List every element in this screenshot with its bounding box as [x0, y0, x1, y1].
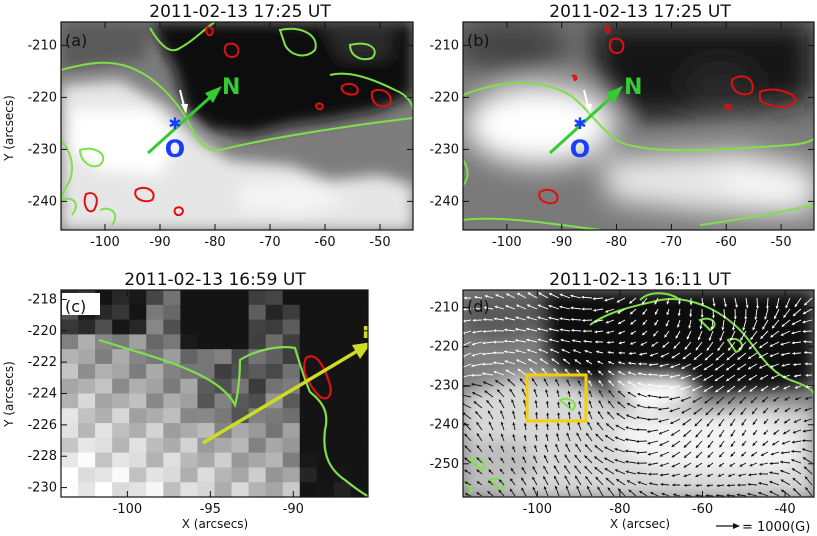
- panel-a-xtick-label: -60: [314, 235, 335, 250]
- panel-a-xtick-label: -90: [149, 235, 170, 250]
- panel-a-xtick-label: -70: [259, 235, 280, 250]
- panel-d-magnetogram: [463, 290, 814, 497]
- panel-b-xtick-label: -70: [661, 235, 682, 250]
- panel-a-o-label: O: [165, 135, 185, 163]
- panel-a-magnetogram: [61, 22, 413, 230]
- panel-d-zoom-box: [525, 373, 588, 423]
- panel-d-vector-scale: = 1000(G): [716, 520, 810, 535]
- panel-a: 2011-02-13 17:25 UT Y (arcsecs): [2, 2, 414, 250]
- panel-b-origin-marker: ✱: [573, 114, 586, 133]
- panel-c-n-label: n: [362, 319, 378, 344]
- panel-a-origin-marker: ✱: [168, 114, 181, 133]
- panel-a-n-label: N: [222, 75, 240, 100]
- panel-c-ticks: -100 -95 -90 -218 -220 -222 -224 -226 -228 -230: [27, 290, 368, 517]
- panel-c-xlabel: X (arcsecs): [182, 517, 249, 531]
- panel-d-ytick-label: -220: [429, 340, 459, 355]
- panel-d-ticks: -100 -80 -60 -40 -210 -220 -230 -240 -250: [429, 290, 814, 517]
- panel-a-label: (a): [65, 31, 87, 50]
- panel-c-xtick-label: -100: [113, 502, 143, 517]
- panel-d-ytick-label: -240: [429, 418, 459, 433]
- panel-a-xtick-label: -50: [369, 235, 390, 250]
- panel-c-ytick-label: -222: [27, 355, 57, 370]
- panel-b-xtick-label: -60: [716, 235, 737, 250]
- panel-b-ytick-label: -240: [429, 194, 459, 209]
- panel-b-ytick-label: -230: [429, 142, 459, 157]
- panel-d-title: 2011-02-13 16:11 UT: [549, 270, 731, 290]
- panel-b-xtick-label: -90: [551, 235, 572, 250]
- panel-b-frame: [462, 21, 815, 231]
- panel-c-ytick-label: -224: [27, 387, 57, 402]
- panel-c-ytick-label: -226: [27, 418, 57, 433]
- panel-a-ytick-label: -240: [27, 194, 57, 209]
- panel-d-frame: [462, 289, 815, 498]
- panel-d-xtick-label: -80: [609, 502, 630, 517]
- panel-d-xtick-label: -60: [692, 502, 713, 517]
- panel-b-magnetogram: [463, 22, 814, 230]
- panel-b-xtick-label: -80: [606, 235, 627, 250]
- panel-d-vector-scale-label: = 1000(G): [742, 520, 810, 535]
- panel-a-ytick-label: -220: [27, 90, 57, 105]
- panel-b-ticks: -100 -90 -80 -70 -60 -50 -210 -220 -230 -240: [429, 22, 814, 250]
- panel-d-label: (d): [467, 297, 490, 316]
- panel-c-xtick-label: -95: [200, 502, 221, 517]
- panel-c-ytick-label: -218: [27, 292, 57, 307]
- panel-d-xtick-label: -100: [523, 502, 553, 517]
- panel-a-ytick-label: -230: [27, 142, 57, 157]
- panel-c-ytick-label: -220: [27, 324, 57, 339]
- panel-a-ytick-label: -210: [27, 38, 57, 53]
- panel-a-annotations: N ✱ O: [146, 75, 240, 163]
- panel-c-ytick-label: -228: [27, 449, 57, 464]
- panel-a-title: 2011-02-13 17:25 UT: [149, 2, 331, 22]
- panel-c-label: (c): [65, 297, 86, 316]
- panel-b-xtick-label: -50: [770, 235, 791, 250]
- panel-c: 2011-02-13 16:59 UT Y (arcsecs) X (arcse…: [2, 270, 378, 531]
- panel-b-label: (b): [467, 31, 490, 50]
- panel-a-ylabel: Y (arcsecs): [2, 95, 16, 162]
- panel-b-o-label: O: [570, 135, 590, 163]
- panel-a-xtick-label: -80: [204, 235, 225, 250]
- panel-a-xtick-label: -100: [90, 235, 120, 250]
- panel-d: 2011-02-13 16:11 UT X (arcsec): [429, 270, 815, 535]
- panel-c-ytick-label: -230: [27, 481, 57, 496]
- panel-b-annotations: N ✱ O: [548, 75, 642, 163]
- panel-d-xlabel: X (arcsec): [610, 517, 670, 531]
- panel-a-ticks: -100 -90 -80 -70 -60 -50 -210 -220 -230 -240: [27, 22, 413, 250]
- panel-d-xtick-label: -40: [774, 502, 795, 517]
- panel-a-frame: [60, 21, 414, 231]
- panel-d-ytick-label: -230: [429, 379, 459, 394]
- panel-c-xtick-label: -90: [283, 502, 304, 517]
- panel-c-magnetogram: n: [61, 290, 378, 497]
- panel-b: 2011-02-13 17:25 UT: [429, 2, 815, 250]
- panel-b-n-label: N: [624, 75, 642, 100]
- panel-b-title: 2011-02-13 17:25 UT: [549, 2, 731, 22]
- panel-d-ytick-label: -250: [429, 457, 459, 472]
- panel-b-ytick-label: -210: [429, 38, 459, 53]
- panel-b-ytick-label: -220: [429, 90, 459, 105]
- panel-c-ylabel: Y (arcsecs): [2, 361, 16, 428]
- panel-d-ytick-label: -210: [429, 301, 459, 316]
- panel-c-title: 2011-02-13 16:59 UT: [124, 270, 306, 290]
- panel-b-xtick-label: -100: [492, 235, 522, 250]
